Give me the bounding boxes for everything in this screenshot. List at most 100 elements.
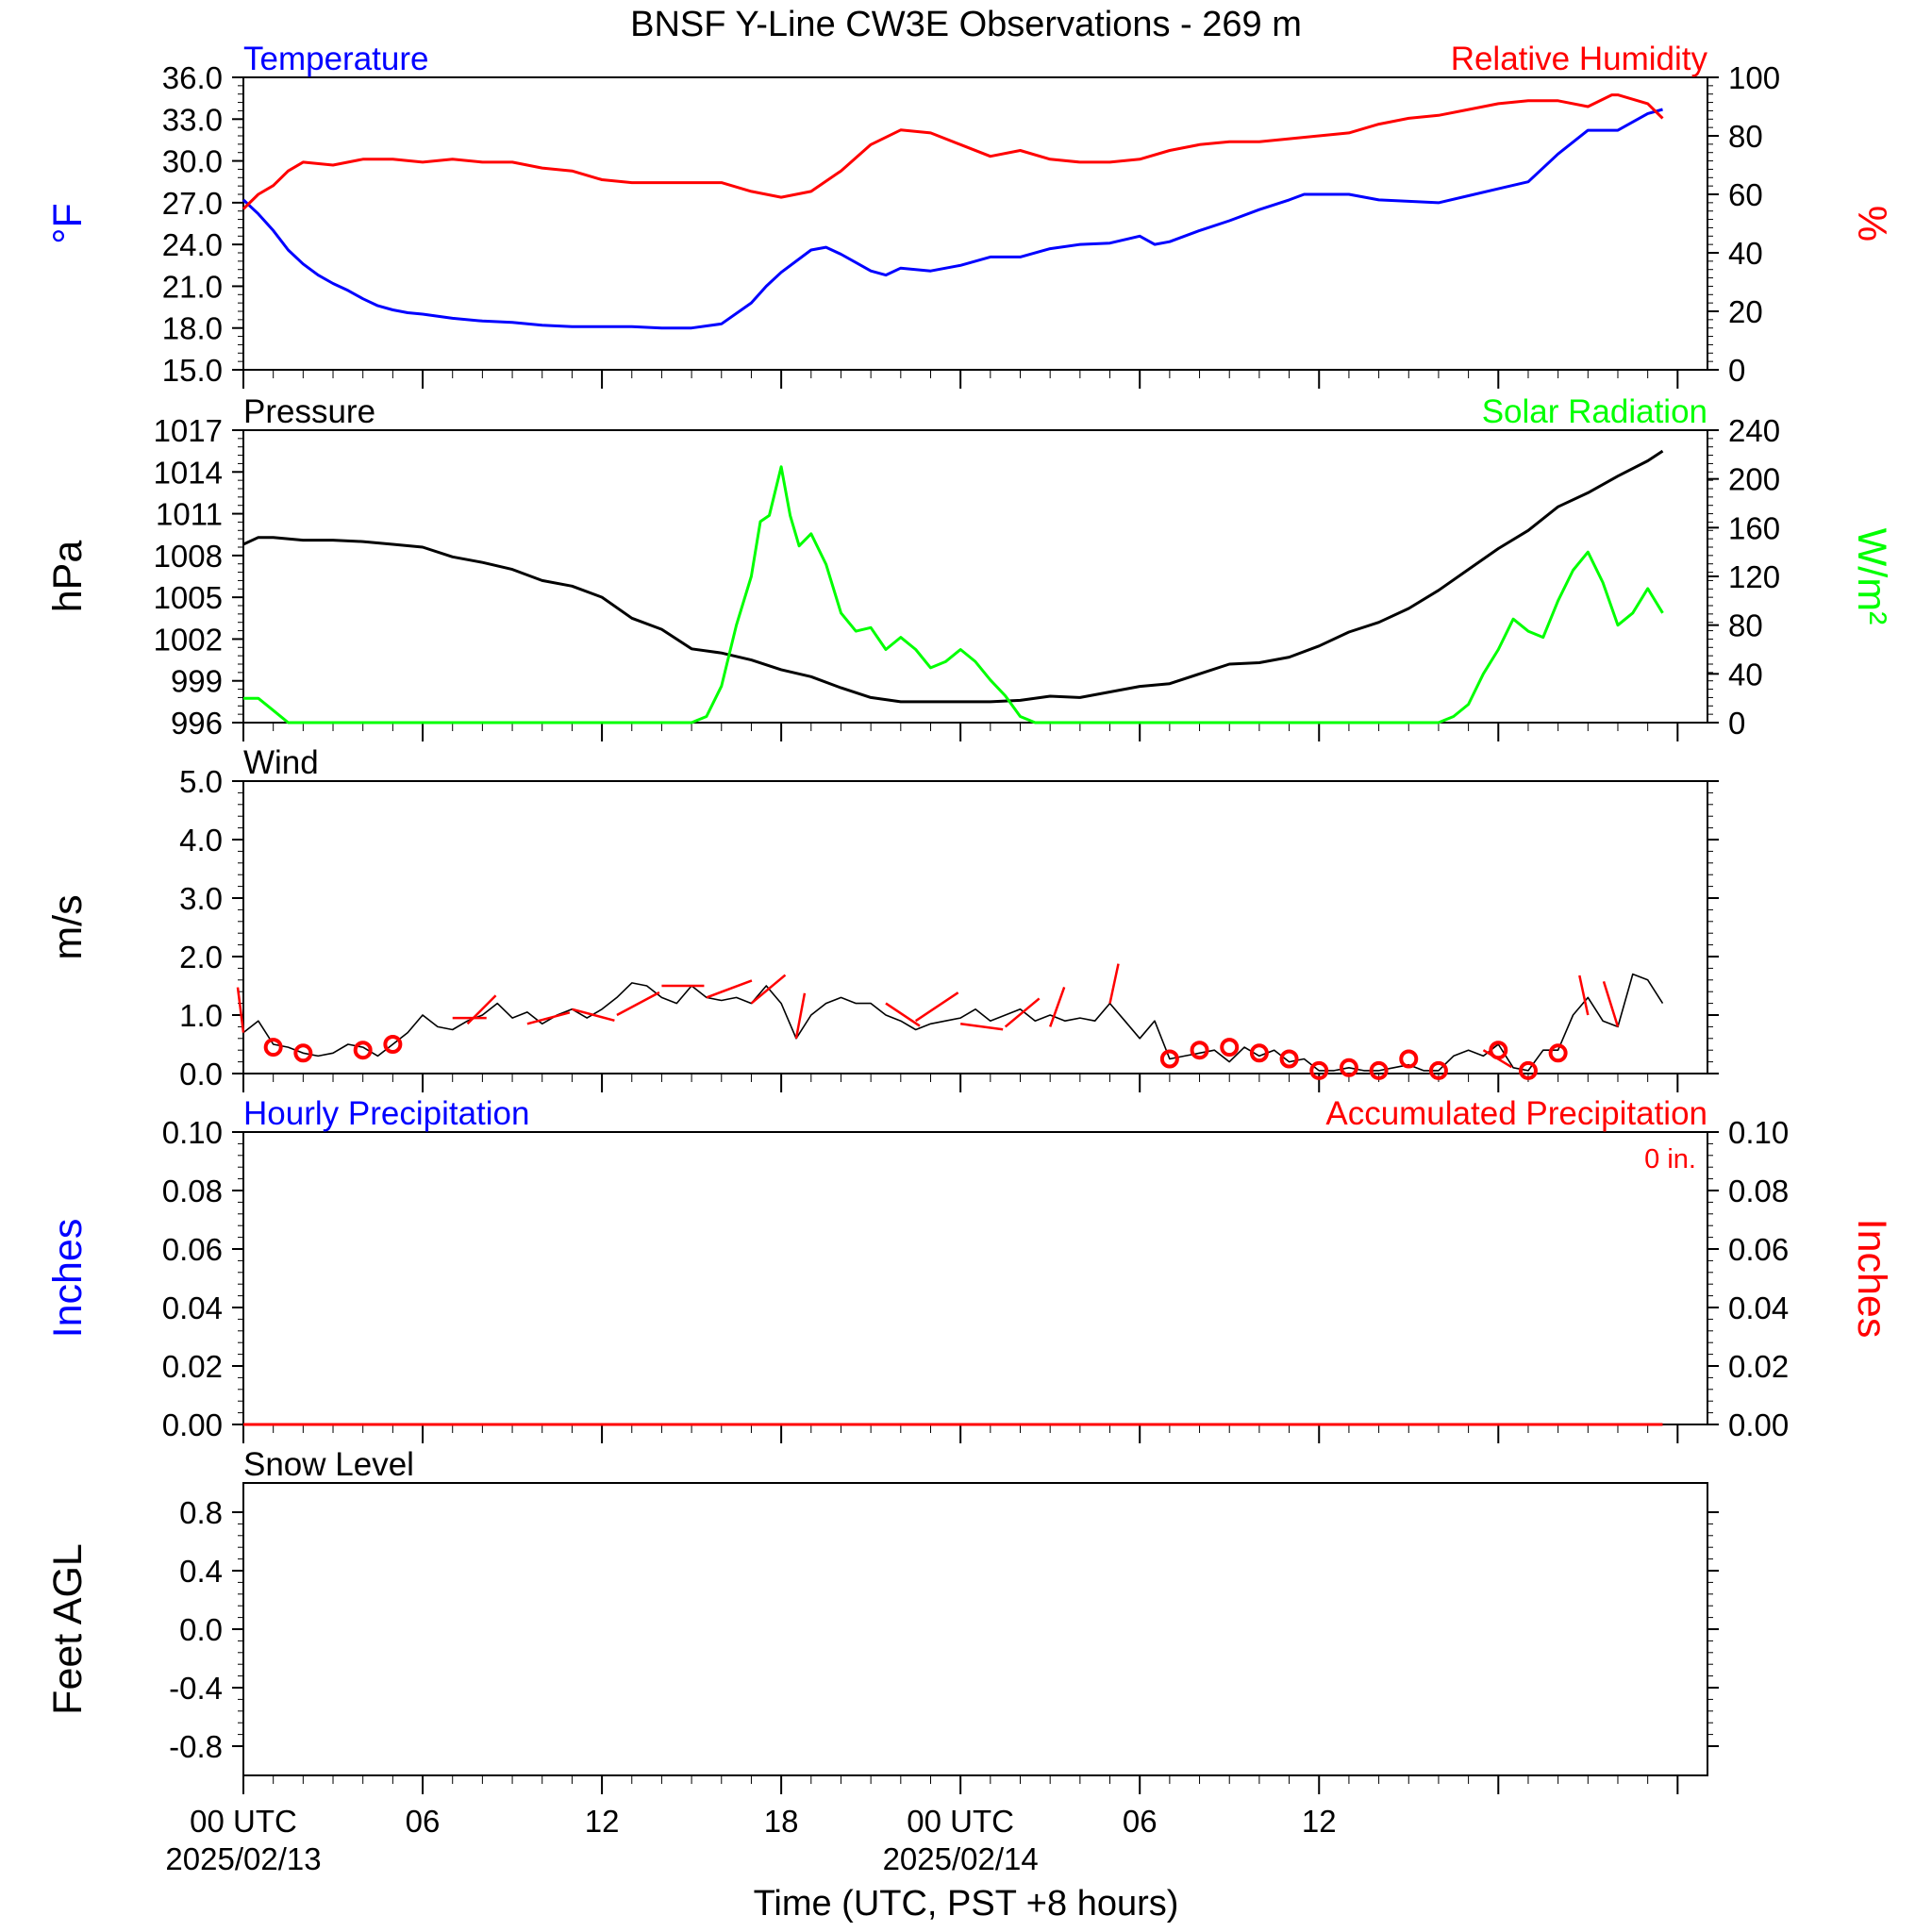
y-tick-label-right: 0 [1728, 353, 1745, 388]
y-tick-label-left: 0.08 [162, 1174, 223, 1208]
y-tick-label-right: 120 [1728, 559, 1780, 594]
y-tick-label-right: 40 [1728, 657, 1763, 691]
calm-wind-marker [1220, 1038, 1240, 1058]
wind-barb [706, 979, 753, 999]
y-tick-label-left: 1005 [154, 580, 223, 615]
y-tick-label-left: 21.0 [162, 269, 223, 304]
panel-title-left: Snow Level [243, 1446, 414, 1483]
y-tick-label-left: 5.0 [179, 764, 223, 799]
y-tick-label-right: 20 [1728, 294, 1763, 329]
calm-wind-marker [1399, 1049, 1419, 1069]
y-tick-label-left: 996 [171, 706, 223, 741]
plot-frame [242, 76, 1708, 371]
y-tick-label-left: 0.02 [162, 1349, 223, 1384]
y-tick-label-left: 24.0 [162, 227, 223, 262]
panel-title-right: Accumulated Precipitation [1325, 1095, 1707, 1132]
y-tick-label-left: 1011 [156, 497, 223, 532]
y-tick-label-right: 80 [1728, 119, 1763, 154]
y-tick-label-right: 0.02 [1728, 1349, 1789, 1384]
calm-wind-marker [1279, 1049, 1299, 1069]
x-tick-label: 06 [406, 1804, 441, 1839]
y-tick-label-left: 0.0 [179, 1057, 223, 1091]
y-axis-label-left: m/s [45, 894, 91, 959]
wind-barb [885, 1002, 921, 1027]
x-tick-label: 12 [1302, 1804, 1337, 1839]
y-axis-label-left: Feet AGL [45, 1543, 91, 1715]
y-tick-label-left: 1002 [154, 622, 223, 657]
x-tick-date-label: 2025/02/13 [165, 1841, 321, 1876]
y-tick-label-left: 2.0 [179, 940, 223, 974]
x-tick-label: 18 [764, 1804, 799, 1839]
wind-barb [750, 974, 787, 1005]
y-tick-label-left: 999 [171, 664, 223, 699]
wind-barb [794, 992, 807, 1040]
x-axis-label: Time (UTC, PST +8 hours) [754, 1884, 1179, 1924]
y-tick-label-left: 36.0 [162, 60, 223, 95]
y-axis-label-right: Inches [1849, 1219, 1894, 1339]
calm-wind-marker [263, 1038, 283, 1058]
panel-pressure-solar: 996 999 1002 1005 1008 1011 1014 1017 0 40 80 120 16… [45, 393, 1894, 741]
y-tick-label-left: 0.04 [162, 1291, 223, 1325]
y-tick-label-left: 15.0 [162, 353, 223, 388]
y-tick-label-right: 200 [1728, 462, 1780, 497]
series-line-wind [242, 973, 1664, 1072]
wind-barb [914, 991, 959, 1023]
calm-wind-marker [1518, 1060, 1538, 1080]
wind-barb [1602, 981, 1620, 1027]
y-tick-label-left: 0.0 [179, 1612, 223, 1647]
wind-barb [616, 991, 660, 1017]
plot-frame [242, 1482, 1708, 1776]
y-axis-label-left: hPa [45, 541, 91, 613]
series-line-temperature [242, 108, 1663, 330]
calm-wind-marker [353, 1041, 373, 1060]
series-line-solar-radiation [243, 465, 1664, 724]
y-tick-label-right: 240 [1728, 413, 1780, 448]
y-axis-label-left: °F [45, 203, 91, 243]
y-axis-label-left: Inches [45, 1219, 91, 1339]
plot-frame [242, 780, 1708, 1074]
calm-wind-marker [1339, 1058, 1358, 1077]
x-tick-label: 12 [585, 1804, 620, 1839]
x-tick-label: 06 [1123, 1804, 1158, 1839]
panel-title-left: Wind [243, 744, 319, 781]
y-tick-label-left: 33.0 [162, 102, 223, 137]
panels-group: 15.0 18.0 21.0 24.0 27.0 30.0 33.0 36.0 0 20 40 60 8… [45, 41, 1894, 1876]
wind-barb [236, 987, 245, 1033]
calm-wind-marker [1190, 1041, 1209, 1060]
panel-title-right: Relative Humidity [1451, 41, 1708, 77]
calm-wind-marker [1489, 1041, 1508, 1060]
series-line-relative-humidity [242, 93, 1664, 210]
calm-wind-marker [293, 1043, 313, 1063]
y-tick-label-left: 3.0 [179, 881, 223, 916]
y-tick-label-right: 80 [1728, 608, 1763, 643]
calm-wind-marker [1369, 1060, 1389, 1080]
y-tick-label-right: 60 [1728, 177, 1763, 212]
y-tick-label-left: 1008 [154, 539, 223, 574]
y-axis-label-right: W/m² [1849, 528, 1894, 625]
y-tick-label-left: -0.4 [169, 1671, 223, 1706]
y-tick-label-left: 0.06 [162, 1232, 223, 1267]
y-tick-label-left: 0.4 [179, 1554, 223, 1589]
y-tick-label-left: 1.0 [179, 998, 223, 1033]
chart-title: BNSF Y-Line CW3E Observations - 269 m [630, 5, 1302, 44]
wind-barb [466, 994, 497, 1025]
panel-temp-rh: 15.0 18.0 21.0 24.0 27.0 30.0 33.0 36.0 0 20 40 60 8… [45, 41, 1894, 389]
plot-frame [242, 1131, 1708, 1425]
wind-barb [1004, 997, 1041, 1028]
calm-wind-marker [1159, 1049, 1179, 1069]
y-tick-label-left: -0.8 [169, 1729, 223, 1764]
y-tick-label-right: 40 [1728, 236, 1763, 271]
calm-wind-marker [1309, 1060, 1329, 1080]
y-tick-label-left: 4.0 [179, 823, 223, 858]
y-tick-label-right: 0.04 [1728, 1291, 1789, 1325]
y-tick-label-left: 0.8 [179, 1495, 223, 1530]
x-tick-label: 00 UTC [907, 1804, 1014, 1839]
y-tick-label-left: 0.00 [162, 1407, 223, 1442]
y-tick-label-right: 0.08 [1728, 1174, 1789, 1208]
y-tick-label-right: 160 [1728, 510, 1780, 545]
wind-barb [1108, 963, 1120, 1004]
y-tick-label-right: 0.00 [1728, 1407, 1789, 1442]
y-tick-label-right: 0.10 [1728, 1115, 1789, 1150]
y-tick-label-right: 0.06 [1728, 1232, 1789, 1267]
